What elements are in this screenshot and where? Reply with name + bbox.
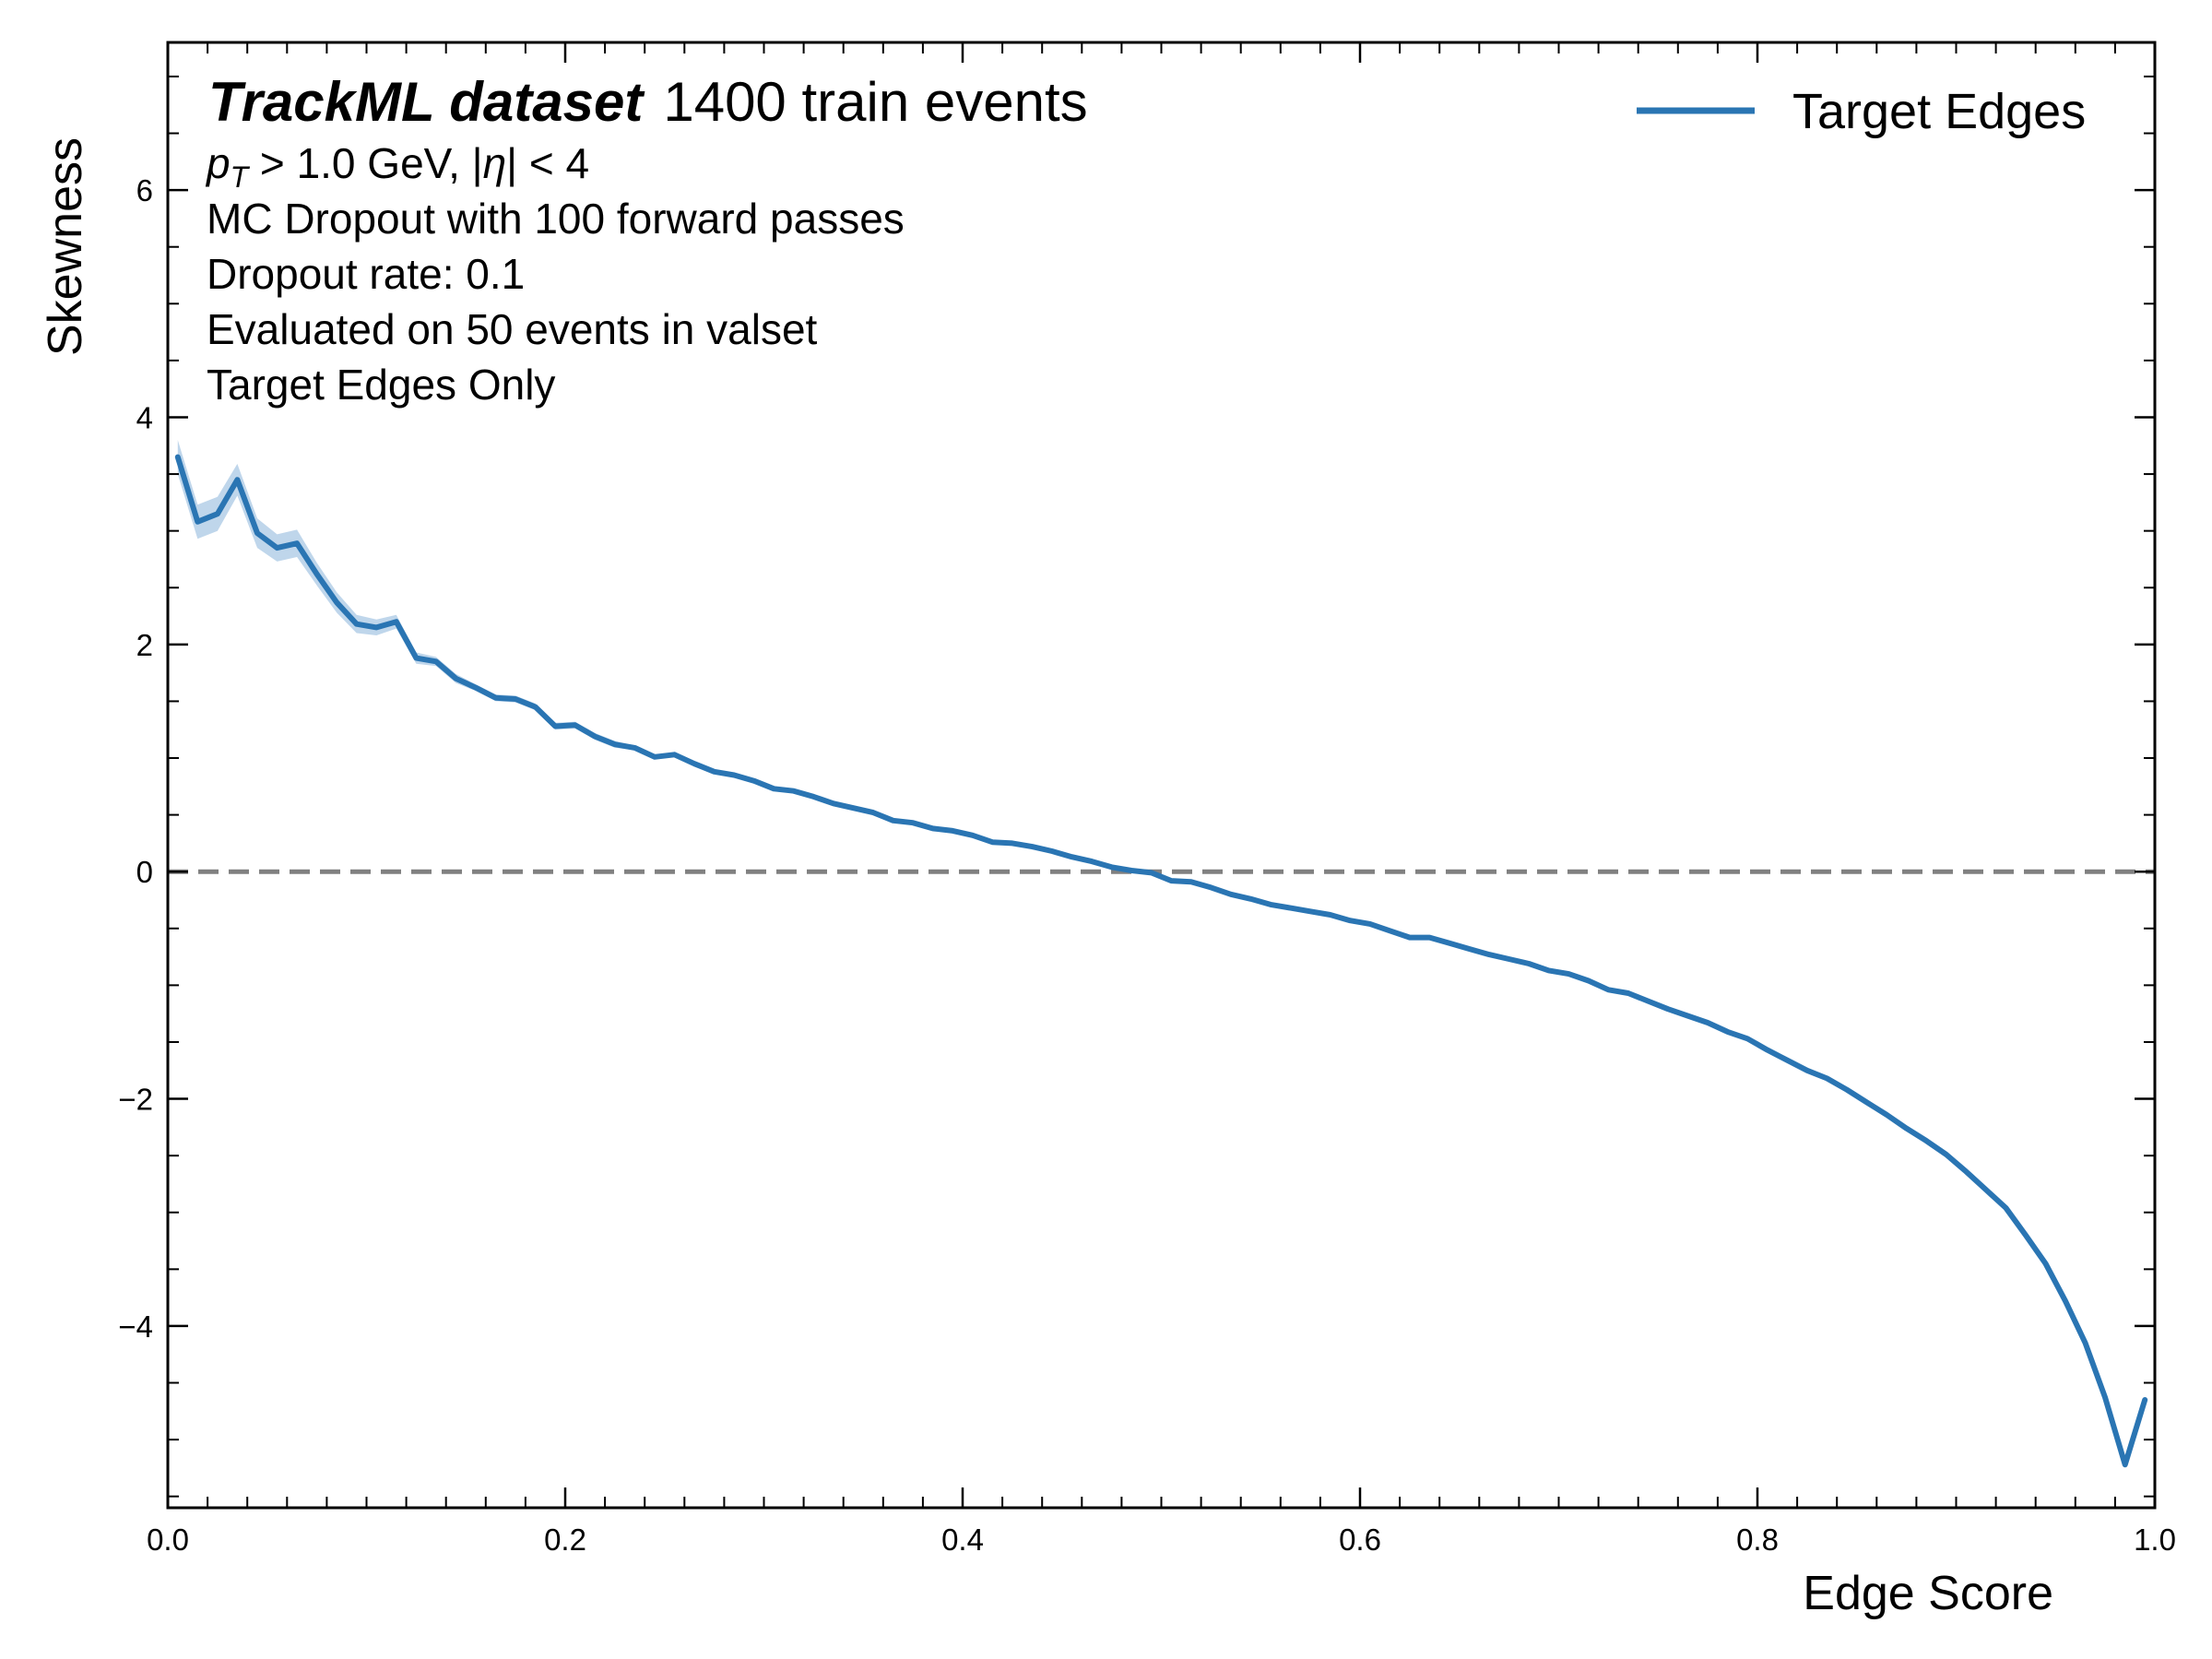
annotation-title: TrackML dataset 1400 train events [208,71,1088,133]
annotation-pt-symbol: p [205,139,231,187]
legend: Target Edges [1637,84,2086,139]
x-tick-label: 0.8 [1736,1523,1779,1557]
annotation-dropout-rate: Dropout rate: 0.1 [207,250,525,298]
annotation-eta-symbol: η [483,139,507,187]
annotation-block: TrackML dataset 1400 train events pT > 1.… [205,71,1088,409]
x-tick-label: 0.4 [941,1523,984,1557]
y-tick-label: −4 [118,1309,153,1344]
x-tick-label: 0.2 [544,1523,586,1557]
y-axis-tick-labels: −4 −2 0 2 4 6 [118,173,153,1344]
annotation-evaluation: Evaluated on 50 events in valset [207,305,818,353]
y-tick-label: 6 [136,173,153,207]
y-tick-label: 0 [136,855,153,889]
x-tick-label: 0.0 [147,1523,189,1557]
axes-frame [166,41,2157,1510]
annotation-cuts: pT > 1.0 GeV, |η| < 4 [205,139,589,194]
annotation-title-rest: 1400 train events [663,71,1087,133]
annotation-pt-subscript: T [231,160,251,194]
x-tick-label: 0.6 [1339,1523,1381,1557]
series-line [174,454,2148,1468]
y-tick-label: 2 [136,628,153,662]
y-axis-label: Skewness [39,137,92,356]
annotation-mc-dropout: MC Dropout with 100 forward passes [207,195,905,243]
annotation-title-bold: TrackML dataset [208,71,645,133]
annotation-pt-cut: > 1.0 GeV, | [248,139,482,187]
y-axis-ticks [168,75,2155,1498]
legend-label-target-edges: Target Edges [1792,84,2086,139]
y-tick-label: −2 [118,1083,153,1117]
annotation-target-only: Target Edges Only [207,361,555,409]
x-axis-tick-labels: 0.0 0.2 0.4 0.6 0.8 1.0 [147,1523,2176,1557]
plot-area [168,440,2155,1468]
x-axis-label: Edge Score [1803,1567,2053,1620]
annotation-eta-cut: | < 4 [506,139,589,187]
x-tick-label: 1.0 [2134,1523,2176,1557]
y-tick-label: 4 [136,400,153,434]
